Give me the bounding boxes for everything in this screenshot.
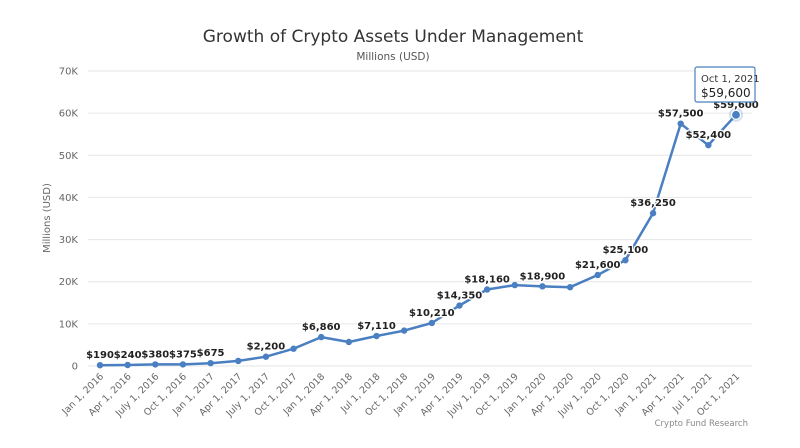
data-label: $21,600 bbox=[575, 260, 621, 271]
data-label: $18,160 bbox=[464, 274, 510, 285]
data-label: $7,110 bbox=[357, 321, 396, 332]
data-point[interactable] bbox=[456, 302, 463, 309]
data-label: $25,100 bbox=[603, 245, 649, 256]
data-labels: $190 $240 $380 $375 $675 $2,200 $6,860 $7,110 $1… bbox=[85, 99, 760, 363]
chart-subtitle: Millions (USD) bbox=[356, 51, 429, 63]
data-label: $36,250 bbox=[630, 198, 676, 209]
y-tick-label: 40K bbox=[59, 193, 79, 204]
chart-title: Growth of Crypto Assets Under Management bbox=[203, 27, 584, 47]
data-point[interactable] bbox=[677, 120, 684, 127]
data-points bbox=[96, 107, 743, 369]
data-label: $6,860 bbox=[302, 322, 341, 333]
y-tick-label: 20K bbox=[59, 277, 79, 288]
data-point[interactable] bbox=[649, 210, 657, 217]
data-point[interactable] bbox=[290, 345, 297, 352]
y-tick-label: 70K bbox=[59, 67, 79, 78]
data-point[interactable] bbox=[566, 283, 574, 291]
data-label: $380 bbox=[141, 349, 169, 360]
y-axis-title: Millions (USD) bbox=[42, 183, 53, 253]
data-point[interactable] bbox=[207, 359, 214, 367]
y-tick-label: 50K bbox=[59, 151, 79, 162]
data-label: $18,900 bbox=[520, 271, 566, 282]
y-tick-label: 30K bbox=[59, 235, 79, 246]
y-tick-label: 0 bbox=[72, 362, 78, 373]
data-label: $375 bbox=[169, 349, 197, 360]
gridlines bbox=[88, 70, 752, 367]
y-tick-label: 60K bbox=[59, 109, 79, 120]
series-line bbox=[99, 113, 737, 367]
data-label: $14,350 bbox=[437, 291, 483, 302]
data-label: $675 bbox=[197, 348, 225, 359]
data-point[interactable] bbox=[179, 361, 187, 368]
data-point[interactable] bbox=[428, 319, 436, 327]
tooltip-box bbox=[694, 66, 756, 103]
data-point[interactable] bbox=[262, 353, 270, 360]
tooltip-value: $59,600 bbox=[701, 86, 751, 100]
data-point[interactable] bbox=[345, 338, 353, 346]
data-point[interactable] bbox=[511, 281, 518, 289]
data-point[interactable] bbox=[152, 361, 159, 368]
data-label: $10,210 bbox=[409, 308, 455, 319]
data-point[interactable] bbox=[730, 109, 742, 120]
chart-credit: Crypto Fund Research bbox=[655, 419, 748, 429]
data-label: $190 bbox=[86, 350, 114, 361]
data-label: $240 bbox=[114, 350, 142, 361]
data-point[interactable] bbox=[124, 361, 131, 369]
tooltip-date: Oct 1, 2021 bbox=[701, 74, 760, 85]
data-point[interactable] bbox=[318, 333, 325, 341]
data-label: $2,200 bbox=[247, 342, 286, 353]
data-point[interactable] bbox=[96, 361, 104, 369]
tooltip: Oct 1, 2021 $59,600 bbox=[694, 66, 760, 103]
data-point[interactable] bbox=[373, 332, 380, 340]
series-line-aum bbox=[99, 113, 737, 367]
y-axis-ticks: 0 10K 20K 30K 40K 50K 60K 70K bbox=[59, 67, 79, 373]
data-point[interactable] bbox=[483, 286, 491, 293]
data-point[interactable] bbox=[594, 271, 601, 279]
data-point[interactable] bbox=[622, 257, 629, 264]
data-point[interactable] bbox=[705, 141, 712, 149]
data-label: $57,500 bbox=[658, 109, 704, 120]
data-point[interactable] bbox=[235, 357, 242, 365]
data-point[interactable] bbox=[539, 283, 546, 290]
y-tick-label: 10K bbox=[59, 319, 79, 330]
data-point[interactable] bbox=[400, 327, 408, 334]
data-label: $52,400 bbox=[686, 130, 732, 141]
